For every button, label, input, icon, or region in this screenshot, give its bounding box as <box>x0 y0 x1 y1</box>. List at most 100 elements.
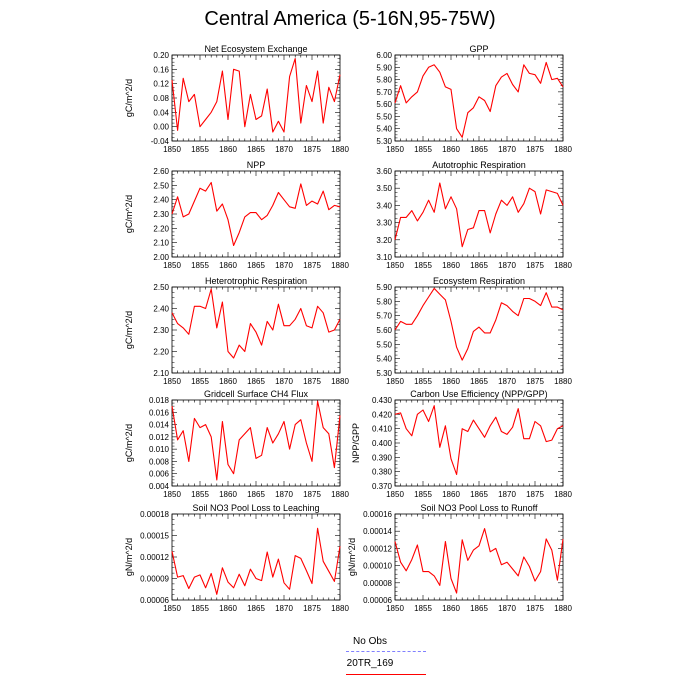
panel-8-ytick-label: 0.00012 <box>140 553 169 562</box>
panel-8-ytick-label: 0.00009 <box>140 575 169 584</box>
panel-7-xtick-label: 1865 <box>470 490 488 499</box>
panel-0-xtick-label: 1850 <box>163 145 181 154</box>
panel-7-frame <box>394 399 564 487</box>
panel-5-ytick-label: 5.90 <box>376 283 392 292</box>
panel-5-xtick-label: 1870 <box>498 377 516 386</box>
panel-2-xtick-label: 1860 <box>219 261 237 270</box>
panel-5-xtick-label: 1865 <box>470 377 488 386</box>
panel-4-xtick-label: 1855 <box>191 377 209 386</box>
panel-2-xtick-label: 1880 <box>331 261 349 270</box>
panel-0-ytick-label: 0.20 <box>153 51 169 60</box>
panel-8-xtick-label: 1855 <box>191 604 209 613</box>
panel-3-ytick-label: 3.30 <box>376 219 392 228</box>
panel-8-xtick-label: 1875 <box>303 604 321 613</box>
legend-line-no-obs <box>346 651 426 652</box>
panel-3-title: Autotrophic Respiration <box>432 160 526 170</box>
panel-0-frame <box>171 54 341 142</box>
panel-5-ytick-label: 5.30 <box>376 369 392 378</box>
panel-7-xtick-label: 1860 <box>442 490 460 499</box>
panel-3-ytick-label: 3.40 <box>376 201 392 210</box>
panel-2-frame <box>171 170 341 258</box>
panel-4-title: Heterotrophic Respiration <box>205 276 307 286</box>
panel-5-xtick-label: 1880 <box>554 377 572 386</box>
panel-1-xtick-label: 1865 <box>470 145 488 154</box>
panel-6-xtick-label: 1850 <box>163 490 181 499</box>
panel-4-series-line-0 <box>171 288 341 359</box>
panel-5-xtick-label: 1855 <box>414 377 432 386</box>
panel-7-xtick-label: 1880 <box>554 490 572 499</box>
panel-3-frame <box>394 170 564 258</box>
panel-9-xtick-label: 1870 <box>498 604 516 613</box>
panel-4-frame <box>171 286 341 374</box>
panel-7-ytick-label: 0.410 <box>372 425 393 434</box>
panel-8-title: Soil NO3 Pool Loss to Leaching <box>192 503 319 513</box>
panel-5-series-line-0 <box>394 287 564 361</box>
panel-2-ylabel: gC/m^2/d <box>124 195 134 233</box>
panel-0-ytick-label: 0.00 <box>153 123 169 132</box>
panel-0-ytick-label: 0.12 <box>153 80 169 89</box>
panel-5-ytick-label: 5.40 <box>376 355 392 364</box>
panel-3-xtick-label: 1850 <box>386 261 404 270</box>
panel-3-xtick-label: 1855 <box>414 261 432 270</box>
panel-4-ytick-label: 2.20 <box>153 348 169 357</box>
panel-0-ytick-label: 0.08 <box>153 94 169 103</box>
panel-9-xtick-label: 1860 <box>442 604 460 613</box>
panel-9-xtick-label: 1850 <box>386 604 404 613</box>
panel-9-ytick-label: 0.00008 <box>363 579 392 588</box>
panel-8-ytick-label: 0.00015 <box>140 532 169 541</box>
panel-6-xtick-label: 1860 <box>219 490 237 499</box>
panel-3-ytick-label: 3.50 <box>376 184 392 193</box>
panel-1-xtick-label: 1850 <box>386 145 404 154</box>
panel-2-ytick-label: 2.20 <box>153 224 169 233</box>
panel-5-title: Ecosystem Respiration <box>433 276 525 286</box>
panel-7-ytick-label: 0.400 <box>372 439 393 448</box>
panel-6-series-line-0 <box>171 400 341 481</box>
panel-6-xtick-label: 1880 <box>331 490 349 499</box>
panel-7-ytick-label: 0.370 <box>372 482 393 491</box>
legend-line-run <box>346 674 426 675</box>
panel-8-series-line-0 <box>171 527 341 595</box>
panel-0-ylabel: gC/m^2/d <box>124 79 134 117</box>
panel-8-xtick-label: 1850 <box>163 604 181 613</box>
panel-5-ytick-label: 5.80 <box>376 297 392 306</box>
panel-0-ytick-label: 0.16 <box>153 65 169 74</box>
panel-3-xtick-label: 1870 <box>498 261 516 270</box>
panel-3-xtick-label: 1865 <box>470 261 488 270</box>
panel-1-xtick-label: 1875 <box>526 145 544 154</box>
panel-3-xtick-label: 1860 <box>442 261 460 270</box>
panel-7-ylabel: NPP/GPP <box>351 423 361 463</box>
panel-1-ytick-label: 5.60 <box>376 100 392 109</box>
panel-4-ytick-label: 2.30 <box>153 326 169 335</box>
panel-0-ytick-label: 0.04 <box>153 108 169 117</box>
panel-7-xtick-label: 1850 <box>386 490 404 499</box>
panel-2-xtick-label: 1850 <box>163 261 181 270</box>
panel-0-xtick-label: 1870 <box>275 145 293 154</box>
panel-1-xtick-label: 1880 <box>554 145 572 154</box>
panel-3-series-line-0 <box>394 182 564 248</box>
panel-0-xtick-label: 1865 <box>247 145 265 154</box>
panel-0-xtick-label: 1855 <box>191 145 209 154</box>
panel-5-ytick-label: 5.60 <box>376 326 392 335</box>
panel-7-ytick-label: 0.420 <box>372 410 393 419</box>
panel-0-xtick-label: 1875 <box>303 145 321 154</box>
panel-6-xtick-label: 1875 <box>303 490 321 499</box>
panel-2-ytick-label: 2.50 <box>153 181 169 190</box>
panel-4-ytick-label: 2.10 <box>153 369 169 378</box>
panel-6-frame <box>171 399 341 487</box>
panel-2-ytick-label: 2.30 <box>153 210 169 219</box>
panel-4-xtick-label: 1880 <box>331 377 349 386</box>
page-title: Central America (5-16N,95-75W) <box>204 8 496 30</box>
panel-1-series-line-0 <box>394 61 564 138</box>
panel-2-ytick-label: 2.10 <box>153 239 169 248</box>
panel-8-ylabel: gN/m^2/d <box>124 538 134 576</box>
panel-7-xtick-label: 1875 <box>526 490 544 499</box>
panel-9-xtick-label: 1875 <box>526 604 544 613</box>
panel-4-ytick-label: 2.40 <box>153 305 169 314</box>
panel-9-ytick-label: 0.00014 <box>363 527 392 536</box>
panel-9-ylabel: gN/m^2/d <box>347 538 357 576</box>
panel-3-xtick-label: 1880 <box>554 261 572 270</box>
panel-3-ytick-label: 3.60 <box>376 167 392 176</box>
panel-5-ytick-label: 5.50 <box>376 340 392 349</box>
panel-6-xtick-label: 1865 <box>247 490 265 499</box>
